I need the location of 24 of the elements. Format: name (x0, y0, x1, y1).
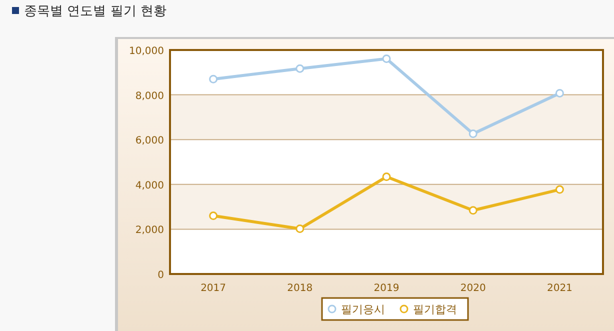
point (555, 185, 564, 194)
y-tick-label: 8,000 (135, 90, 164, 102)
x-tick-label: 2019 (374, 283, 400, 294)
point (209, 212, 218, 220)
point (209, 74, 218, 84)
point (296, 64, 304, 73)
point (382, 54, 391, 63)
point (468, 130, 478, 138)
x-tick-label: 2017 (200, 283, 226, 294)
y-tick-label: 2,000 (135, 225, 164, 236)
y-tick-label: 10,000 (129, 46, 164, 57)
point (468, 206, 478, 215)
chart-title: 종목별 연도별 필기 현황 (24, 4, 166, 19)
point (382, 172, 391, 182)
point (555, 88, 564, 98)
x-tick-label: 2020 (460, 283, 486, 294)
x-tick-label: 2021 (546, 283, 572, 294)
y-tick-label: 4,000 (135, 180, 164, 192)
x-tick-label: 2018 (287, 283, 313, 294)
point (296, 224, 304, 233)
legend-label: 필기합격 (413, 303, 457, 316)
legend-label: 필기응시 (341, 303, 385, 316)
y-tick-label: 6,000 (135, 136, 164, 147)
y-tick-label: 0 (158, 270, 164, 281)
